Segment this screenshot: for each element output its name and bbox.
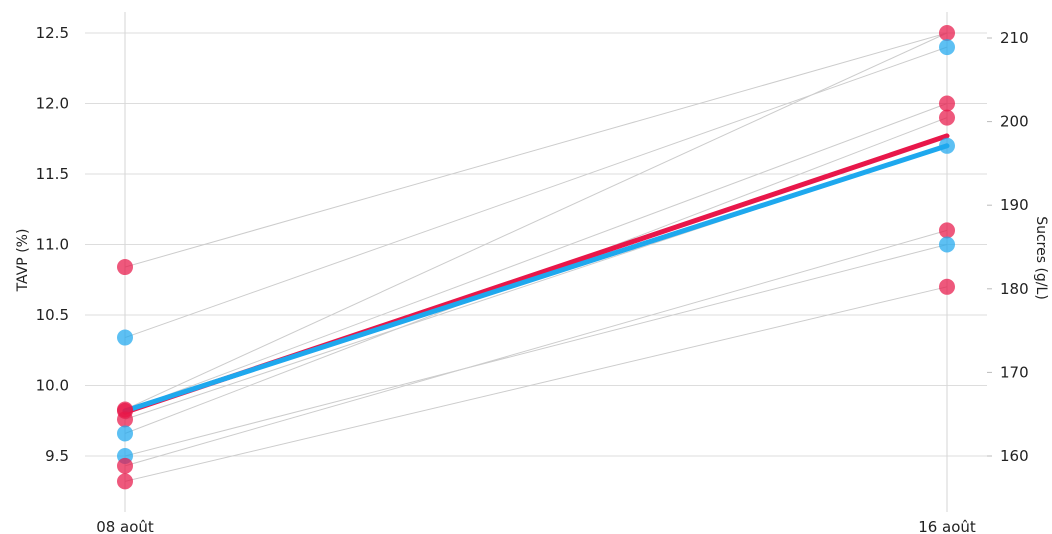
connector-line bbox=[124, 286, 948, 482]
y-right-tick-label: 160 bbox=[1000, 447, 1029, 465]
y-left-axis-title: TAVP (%) bbox=[15, 229, 31, 293]
connector-layer bbox=[124, 32, 948, 482]
x-tick-label: 16 août bbox=[918, 518, 976, 534]
point-layer bbox=[117, 25, 955, 490]
y-right-tick-label: 170 bbox=[1000, 363, 1029, 381]
connector-line bbox=[124, 244, 948, 457]
connector-line bbox=[124, 46, 948, 339]
y-right-tick-label: 210 bbox=[1000, 29, 1029, 47]
connector-line bbox=[124, 32, 948, 410]
y-left-tick-label: 11.5 bbox=[36, 165, 69, 183]
connector-line bbox=[124, 32, 948, 268]
y-right-tick-label: 190 bbox=[1000, 196, 1029, 214]
data-point-blue bbox=[939, 236, 955, 253]
series-line-blue bbox=[122, 143, 950, 414]
connector-line bbox=[124, 103, 948, 412]
y-left-tick-label: 12.0 bbox=[36, 95, 69, 113]
connector-line bbox=[124, 229, 948, 467]
y-right-axis-title: Sucres (g/L) bbox=[1033, 216, 1049, 300]
data-point-blue bbox=[117, 329, 133, 346]
y-left-tick-label: 9.5 bbox=[45, 447, 69, 465]
data-point-red bbox=[939, 278, 955, 295]
series-layer bbox=[122, 133, 950, 415]
data-point-red bbox=[117, 473, 133, 490]
y-right-tick-label: 200 bbox=[1000, 113, 1029, 131]
data-point-red bbox=[117, 411, 133, 428]
y-left-tick-label: 10.0 bbox=[36, 377, 69, 395]
data-point-red bbox=[939, 222, 955, 239]
y-left-tick-label: 11.0 bbox=[36, 236, 69, 254]
data-point-blue bbox=[939, 39, 955, 56]
y-left-tick-label: 10.5 bbox=[36, 306, 69, 324]
data-point-red bbox=[939, 109, 955, 126]
data-point-red bbox=[117, 259, 133, 276]
data-point-red bbox=[117, 457, 133, 474]
grid-layer bbox=[85, 12, 992, 512]
data-point-blue bbox=[117, 425, 133, 442]
x-tick-label: 08 août bbox=[96, 518, 154, 534]
data-point-blue bbox=[939, 137, 955, 154]
label-layer: 9.5 10.0 10.5 11.0 11.5 12.0 12.5 160 170 180 190 2… bbox=[15, 24, 1049, 534]
data-point-red bbox=[939, 95, 955, 112]
data-point-red bbox=[939, 25, 955, 41]
y-left-tick-label: 12.5 bbox=[36, 24, 69, 42]
y-right-tick-label: 180 bbox=[1000, 280, 1029, 298]
